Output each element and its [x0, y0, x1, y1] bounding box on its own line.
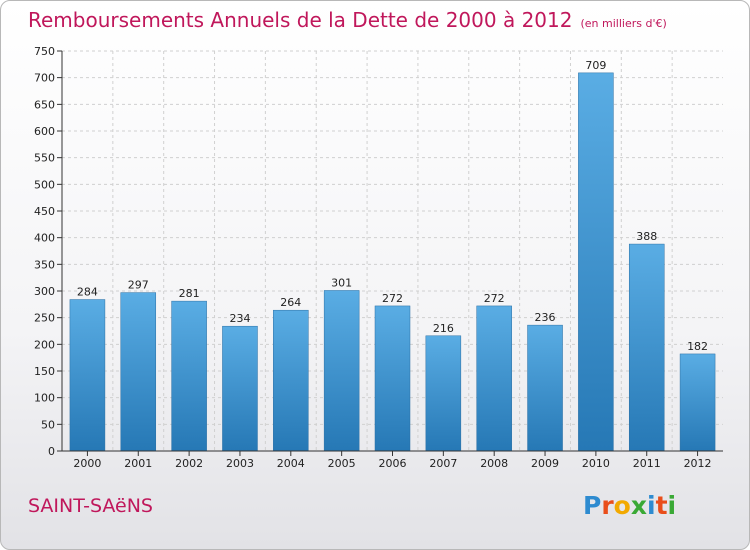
- bar-2007: [425, 335, 462, 452]
- y-tick-label: 200: [34, 338, 55, 351]
- logo-letter: x: [630, 491, 647, 520]
- logo-letter: t: [655, 491, 668, 520]
- x-tick-label-2000: 2000: [73, 457, 101, 470]
- x-tick-label-2012: 2012: [684, 457, 712, 470]
- logo-letter: P: [583, 491, 602, 520]
- logo-letter: o: [613, 491, 631, 520]
- bar-2008: [476, 305, 512, 452]
- bar-2002: [171, 300, 207, 452]
- x-tick-label-2003: 2003: [226, 457, 254, 470]
- y-tick-label: 700: [34, 72, 55, 85]
- x-tick-label-2007: 2007: [429, 457, 457, 470]
- y-tick-label: 550: [34, 152, 55, 165]
- y-tick-label: 250: [34, 312, 55, 325]
- y-tick-label: 100: [34, 392, 55, 405]
- axes: 0 50 100 150 200 250 300 350 400 450 500 550 600 650 7…: [34, 45, 723, 470]
- x-tick-label-2005: 2005: [328, 457, 356, 470]
- x-tick-label-2010: 2010: [582, 457, 610, 470]
- y-tick-label: 150: [34, 365, 55, 378]
- x-tick-label-2011: 2011: [633, 457, 661, 470]
- proxiti-logo: Proxiti: [583, 491, 676, 520]
- data-label-2004: 264: [280, 296, 301, 309]
- commune-name: SAINT-SAëNS: [28, 495, 153, 517]
- y-tick-label: 600: [34, 125, 55, 138]
- y-tick-label: 450: [34, 205, 55, 218]
- data-label-2005: 301: [331, 276, 352, 289]
- y-tick-label: 750: [34, 45, 55, 58]
- bar-2004: [273, 309, 309, 452]
- data-label-2003: 234: [229, 312, 250, 325]
- logo-letter: r: [601, 491, 614, 520]
- y-tick-label: 400: [34, 232, 55, 245]
- title-row: Remboursements Annuels de la Dette de 20…: [28, 8, 667, 32]
- chart-title: Remboursements Annuels de la Dette de 20…: [28, 8, 573, 32]
- x-tick-label-2002: 2002: [175, 457, 203, 470]
- x-tick-label-2004: 2004: [277, 457, 305, 470]
- bar-2003: [222, 325, 258, 452]
- x-tick-label-2008: 2008: [480, 457, 508, 470]
- data-label-2012: 182: [687, 340, 708, 353]
- y-tick-label: 350: [34, 258, 55, 271]
- bar-2009: [527, 324, 563, 452]
- data-label-2011: 388: [636, 230, 657, 243]
- bar-2010: [578, 72, 614, 452]
- chart-subtitle: (en milliers d'€): [580, 17, 667, 30]
- logo-letter: i: [647, 491, 656, 520]
- data-label-2008: 272: [484, 292, 505, 305]
- data-label-2007: 216: [433, 322, 454, 335]
- bar-2005: [323, 290, 360, 452]
- data-label-2001: 297: [128, 279, 149, 292]
- data-label-2000: 284: [77, 286, 98, 299]
- y-tick-label: 300: [34, 285, 55, 298]
- bar-2011: [628, 243, 665, 452]
- logo-letter: i: [667, 491, 677, 520]
- bars: 284 297 281 234 264 301 272 216 272 236 709 388 182: [69, 59, 716, 452]
- x-tick-label-2009: 2009: [531, 457, 559, 470]
- bar-2001: [120, 292, 157, 452]
- y-tick-label: 650: [34, 98, 55, 111]
- data-label-2002: 281: [179, 287, 200, 300]
- bar-2012: [679, 353, 716, 452]
- data-label-2006: 272: [382, 292, 403, 305]
- y-tick-label: 0: [48, 445, 55, 458]
- y-tick-label: 50: [41, 418, 55, 431]
- y-tick-label: 500: [34, 178, 55, 191]
- bar-2000: [69, 299, 106, 452]
- x-tick-label-2001: 2001: [124, 457, 152, 470]
- data-label-2010: 709: [585, 59, 606, 72]
- data-label-2009: 236: [535, 311, 556, 324]
- x-tick-label-2006: 2006: [379, 457, 407, 470]
- bar-2006: [374, 305, 411, 452]
